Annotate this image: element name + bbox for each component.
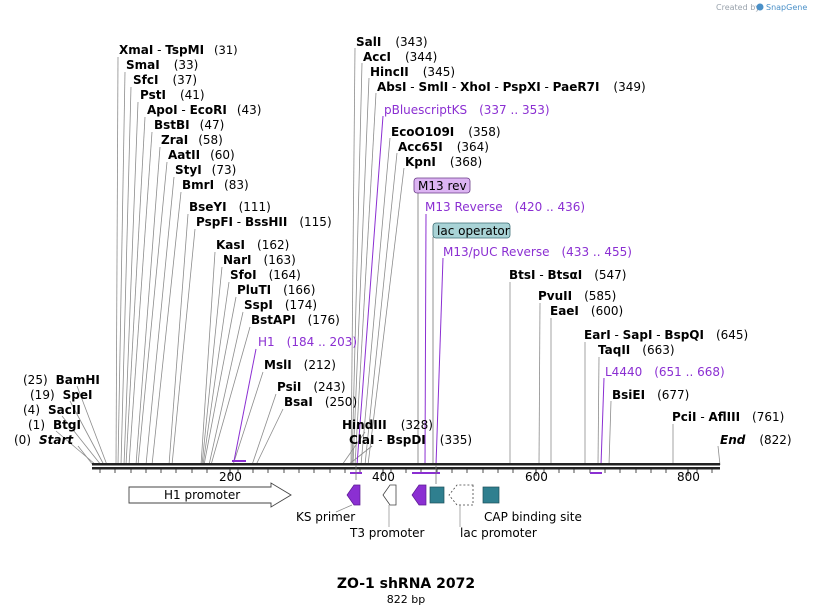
feature-labels: pBluescriptKS (337 .. 353) M13 Reverse (42…	[258, 103, 725, 379]
ks-primer-icon	[346, 484, 361, 506]
enzyme-label: PluTI (166)	[237, 283, 315, 297]
enzyme-label: BseYI (111)	[189, 200, 271, 214]
enzyme-labels-mid: SalI (343) AccI (344) HincII (345) AbsI - S…	[342, 35, 646, 447]
m13-rev-icon	[411, 484, 427, 506]
m13-rev-tag: M13 rev	[413, 177, 471, 194]
enzyme-label: SalI (343)	[356, 35, 428, 49]
lac-operator-icon	[429, 486, 445, 504]
feature-leader-lines	[233, 115, 605, 466]
map-length: 822 bp	[387, 593, 425, 606]
ks-primer-label: KS primer	[296, 510, 355, 524]
tag-leaders	[417, 191, 434, 465]
leader-lines	[55, 47, 721, 466]
tick-label: 600	[525, 470, 548, 484]
enzyme-labels-right: BtsI - BtsαI (547) PvuII (585) EaeI (600) E…	[509, 268, 792, 447]
feature-label: M13 Reverse (420 .. 436)	[425, 200, 585, 214]
enzyme-label: HindIII (328)	[342, 418, 433, 432]
m13-rev-box	[413, 177, 471, 194]
enzyme-label: BstBI (47)	[154, 118, 224, 132]
enzyme-label: StyI (73)	[175, 163, 236, 177]
feature-ticks	[355, 465, 437, 484]
lac-promoter-icon	[448, 484, 474, 506]
enzyme-label: KpnI (368)	[405, 155, 482, 169]
lac-promoter-label: lac promoter	[460, 526, 537, 540]
enzyme-label: AccI (344)	[363, 50, 437, 64]
enzyme-label: (4) SacII	[23, 403, 81, 417]
enzyme-label: SfcI (37)	[133, 73, 197, 87]
feature-label: pBluescriptKS (337 .. 353)	[384, 103, 550, 117]
enzyme-label: ClaI - BspDI (335)	[349, 433, 472, 447]
enzyme-label: (25) BamHI	[23, 373, 100, 387]
t3-promoter-label: T3 promoter	[349, 526, 425, 540]
end-label: End (822)	[720, 433, 792, 447]
enzyme-label: BmrI (83)	[182, 178, 249, 192]
enzyme-label: EcoO109I (358)	[391, 125, 501, 139]
enzyme-label: (19) SpeI	[30, 388, 92, 402]
enzyme-label: AatII (60)	[168, 148, 235, 162]
feature-marks	[232, 460, 602, 474]
enzyme-label: MslI (212)	[264, 358, 336, 372]
map-title: ZO-1 shRNA 2072	[337, 576, 475, 592]
lac-operator-box	[432, 222, 511, 239]
feature-label: H1 (184 .. 203)	[258, 335, 357, 349]
tick-label: 200	[219, 470, 242, 484]
tick-label: 400	[372, 470, 395, 484]
h1-promoter-arrow	[128, 482, 292, 508]
credit: Created by SnapGene	[716, 3, 807, 12]
start-label: (0) Start	[14, 433, 74, 447]
major-ticks	[229, 469, 689, 476]
enzyme-label: ZraI (58)	[161, 133, 223, 147]
enzyme-label: BstAPI (176)	[251, 313, 340, 327]
tick-label: 800	[677, 470, 700, 484]
enzyme-label: PsiI (243)	[277, 380, 346, 394]
enzyme-label: ApoI - EcoRI (43)	[147, 103, 261, 117]
enzyme-label: PciI - AflIII (761)	[672, 410, 784, 424]
enzyme-label: SspI (174)	[244, 298, 317, 312]
h1-promoter-label: H1 promoter	[164, 488, 240, 502]
enzyme-label: NarI (163)	[223, 253, 296, 267]
credit-brand: SnapGene	[766, 3, 807, 12]
enzyme-label: BsiEI (677)	[612, 388, 689, 402]
enzyme-label: KasI (162)	[216, 238, 289, 252]
top-strand	[92, 463, 720, 466]
minor-ticks	[99, 469, 713, 473]
enzyme-label: EaeI (600)	[550, 304, 623, 318]
enzyme-label: BsaI (250)	[284, 395, 357, 409]
lac-operator-label: lac operator	[437, 224, 510, 238]
credit-prefix: Created by	[716, 3, 760, 12]
bottom-strand	[92, 467, 720, 470]
feature-track: H1 promoter KS primer T3 promoter lac pr…	[128, 482, 582, 540]
sequence-backbone: 200 400 600 800	[92, 463, 720, 484]
feature-label: L4440 (651 .. 668)	[605, 365, 725, 379]
t3-promoter-icon	[382, 484, 397, 506]
enzyme-label: EarI - SapI - BspQI (645)	[584, 328, 748, 342]
cap-binding-site-icon	[482, 486, 500, 504]
enzyme-label: TaqII (663)	[598, 343, 675, 357]
m13-rev-label: M13 rev	[418, 179, 467, 193]
enzyme-label: Acc65I (364)	[398, 140, 489, 154]
feature-label: M13/pUC Reverse (433 .. 455)	[443, 245, 632, 259]
enzyme-label: XmaI - TspMI (31)	[119, 43, 238, 57]
enzyme-label: BtsI - BtsαI (547)	[509, 268, 626, 282]
enzyme-labels-left: XmaI - TspMI (31) SmaI (33) SfcI (37) PstI(…	[119, 43, 357, 409]
enzyme-label: PvuII (585)	[538, 289, 616, 303]
snapgene-logo-icon	[756, 3, 764, 11]
enzyme-label: SmaI (33)	[126, 58, 198, 72]
enzyme-label: (1) BtgI	[28, 418, 81, 432]
lac-operator-tag: lac operator	[432, 222, 511, 239]
cap-site-label: CAP binding site	[484, 510, 582, 524]
enzyme-label: PspFI - BssHII (115)	[196, 215, 332, 229]
enzyme-label: AbsI - SmlI - XhoI - PspXI - PaeR7I (349)	[377, 80, 646, 94]
enzyme-label: PstI (41)	[140, 88, 205, 102]
enzyme-labels-low: (25) BamHI (19) SpeI (4) SacII (1) BtgI (0) S…	[14, 373, 100, 447]
enzyme-label: SfoI (164)	[230, 268, 301, 282]
enzyme-label: HincII (345)	[370, 65, 455, 79]
